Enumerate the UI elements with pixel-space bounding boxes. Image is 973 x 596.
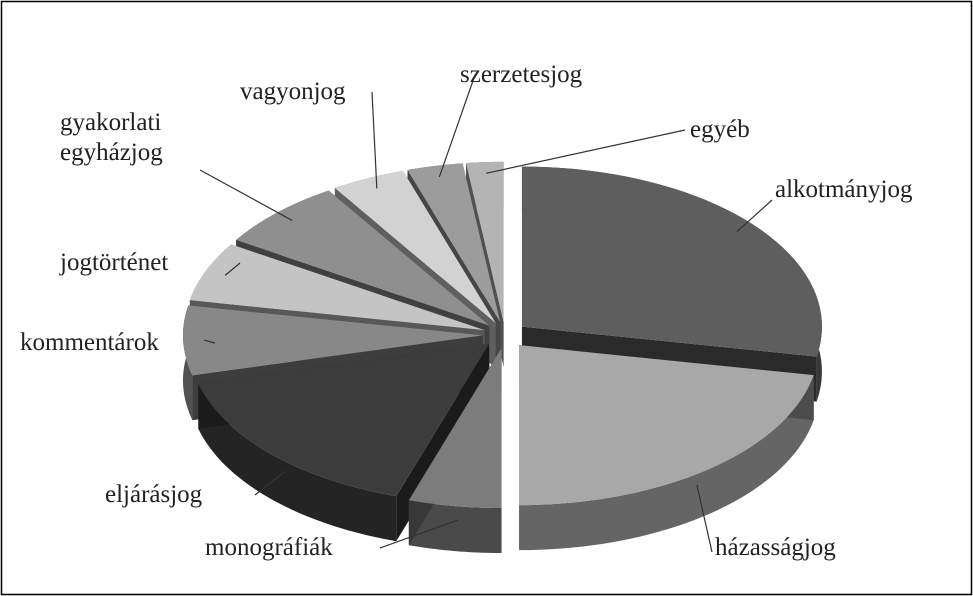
slice-side — [408, 500, 502, 554]
slice — [198, 344, 489, 497]
slice-label: eljárásjog — [105, 481, 203, 508]
leader-line — [438, 74, 476, 178]
slice-label: jogtörténet — [60, 249, 169, 276]
slice — [519, 345, 814, 506]
leader-line — [203, 339, 216, 344]
slice-label: alkotmányjog — [775, 176, 913, 203]
slice-label: vagyonjog — [240, 78, 346, 105]
slice-label: kommentárok — [20, 329, 159, 356]
slice — [236, 190, 490, 326]
slice-label: házasságjog — [715, 534, 836, 561]
slice-side — [198, 383, 397, 542]
slice — [334, 170, 496, 324]
slice-label: gyakorlati egyházjog — [60, 109, 163, 166]
slice — [408, 348, 502, 509]
slice-side — [519, 375, 814, 551]
leader-line — [379, 519, 459, 549]
slice — [183, 305, 484, 376]
leader-line — [696, 484, 713, 553]
slice-label: szerzetesjog — [460, 61, 583, 88]
leader-line — [371, 91, 378, 189]
leader-line — [199, 169, 293, 221]
leader-line — [736, 199, 773, 233]
slice-label: monográfiák — [205, 534, 333, 561]
slice — [521, 166, 822, 357]
leader-line — [254, 470, 286, 496]
leader-line — [224, 262, 241, 276]
slice — [189, 244, 485, 331]
slice — [466, 161, 504, 322]
slice-label: egyéb — [690, 116, 750, 143]
slice — [407, 163, 501, 323]
leader-line — [485, 129, 686, 174]
